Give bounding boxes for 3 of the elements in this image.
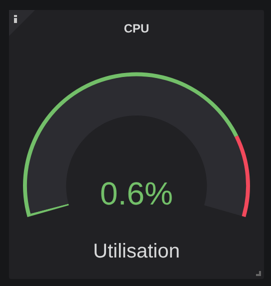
chart-title: CPU: [124, 22, 150, 36]
text: 0.6%: [100, 176, 173, 212]
text: Utilisation: [93, 240, 180, 263]
